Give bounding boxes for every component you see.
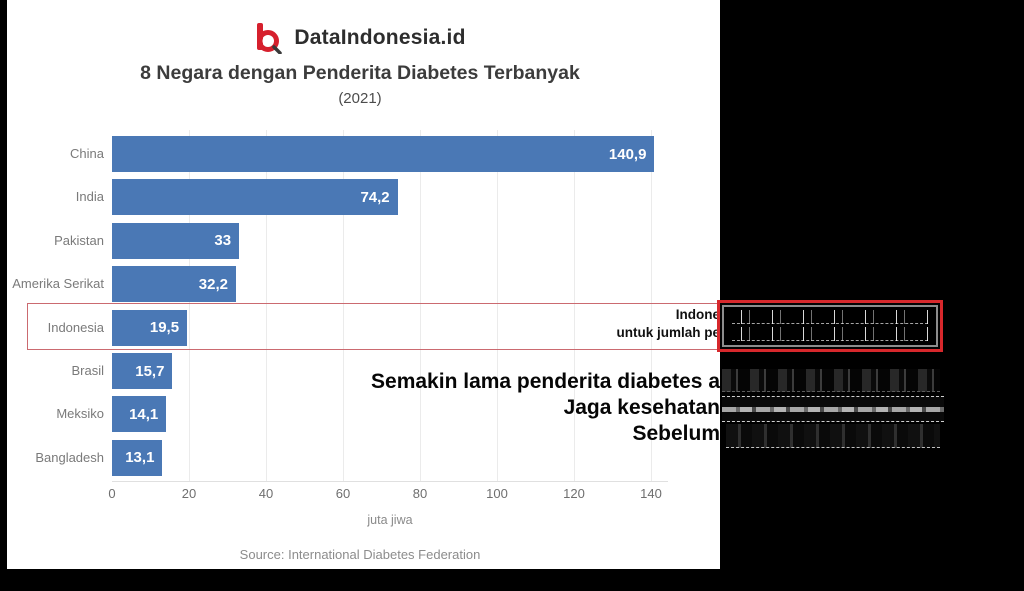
- black-panel-left: [0, 0, 7, 591]
- brand-name: DataIndonesia.id: [294, 26, 466, 49]
- x-tick-label: 60: [335, 486, 351, 501]
- bar-china: 140,9: [112, 136, 655, 172]
- x-tick-label: 40: [258, 486, 274, 501]
- category-label: Pakistan: [54, 232, 104, 248]
- x-axis-line: [112, 481, 668, 482]
- gridline: [651, 130, 652, 482]
- category-label: Indonesia: [47, 319, 104, 335]
- chart-title: 8 Negara dengan Penderita Diabetes Terba…: [140, 62, 580, 84]
- category-label: India: [75, 189, 104, 205]
- glitch-text-remnant: [732, 327, 928, 341]
- source-credit: Source: International Diabetes Federatio…: [239, 547, 481, 562]
- gridline: [343, 130, 344, 482]
- x-tick-label: 140: [640, 486, 662, 501]
- gridline: [266, 130, 267, 482]
- x-tick-label: 20: [181, 486, 197, 501]
- glitch-text-remnant: [726, 424, 940, 448]
- highlight-box-inner-frame: [722, 305, 938, 347]
- value-label: 74,2: [360, 188, 390, 206]
- bar-indonesia: 19,5: [112, 309, 188, 346]
- gridline: [420, 130, 421, 482]
- category-label: China: [70, 146, 104, 161]
- x-axis-label: juta jiwa: [367, 513, 413, 527]
- glitch-text-remnant: [722, 396, 944, 422]
- value-label: 15,7: [135, 362, 165, 380]
- value-label: 140,9: [608, 145, 647, 163]
- bar-india: 74,2: [112, 179, 398, 216]
- category-label: Bangladesh: [35, 449, 104, 465]
- gridline: [497, 130, 498, 482]
- gridline: [189, 130, 190, 482]
- logo: DataIndonesia.id: [60, 20, 660, 56]
- category-label: Meksiko: [56, 406, 104, 422]
- black-panel-bottom: [0, 569, 1024, 591]
- glitch-text-remnant: [732, 310, 928, 324]
- bar-brasil: 15,7: [112, 353, 173, 389]
- callout-line-1: Indone: [675, 307, 720, 322]
- chart-subtitle: (2021): [338, 90, 382, 107]
- black-panel-right: [720, 0, 1024, 591]
- category-label: Amerika Serikat: [12, 276, 104, 292]
- value-label: 33: [214, 232, 232, 250]
- gridline: [574, 130, 575, 482]
- overlay-line-3: Sebelum: [632, 422, 720, 445]
- overlay-line-2: Jaga kesehatan: [563, 396, 720, 419]
- bar-amerika-serikat: 32,2: [112, 266, 236, 303]
- overlay-line-1: Semakin lama penderita diabetes a: [371, 370, 720, 393]
- x-tick-label: 100: [486, 486, 508, 501]
- bar-meksiko: 14,1: [112, 396, 167, 433]
- value-label: 14,1: [129, 405, 159, 423]
- x-tick-label: 80: [412, 486, 428, 501]
- highlight-box-right-segment: [717, 300, 943, 352]
- x-tick-label: 120: [563, 486, 585, 501]
- callout-line-2: untuk jumlah pe: [616, 325, 720, 340]
- magnifier-d-icon: [257, 23, 283, 54]
- x-tick-label: 0: [108, 486, 116, 501]
- value-label: 19,5: [149, 319, 180, 337]
- glitch-text-remnant: [722, 369, 940, 392]
- bar-bangladesh: 13,1: [112, 439, 163, 476]
- bar-pakistan: 33: [112, 222, 240, 259]
- category-label: Brasil: [71, 363, 104, 378]
- value-label: 32,2: [198, 275, 228, 293]
- value-label: 13,1: [125, 449, 155, 467]
